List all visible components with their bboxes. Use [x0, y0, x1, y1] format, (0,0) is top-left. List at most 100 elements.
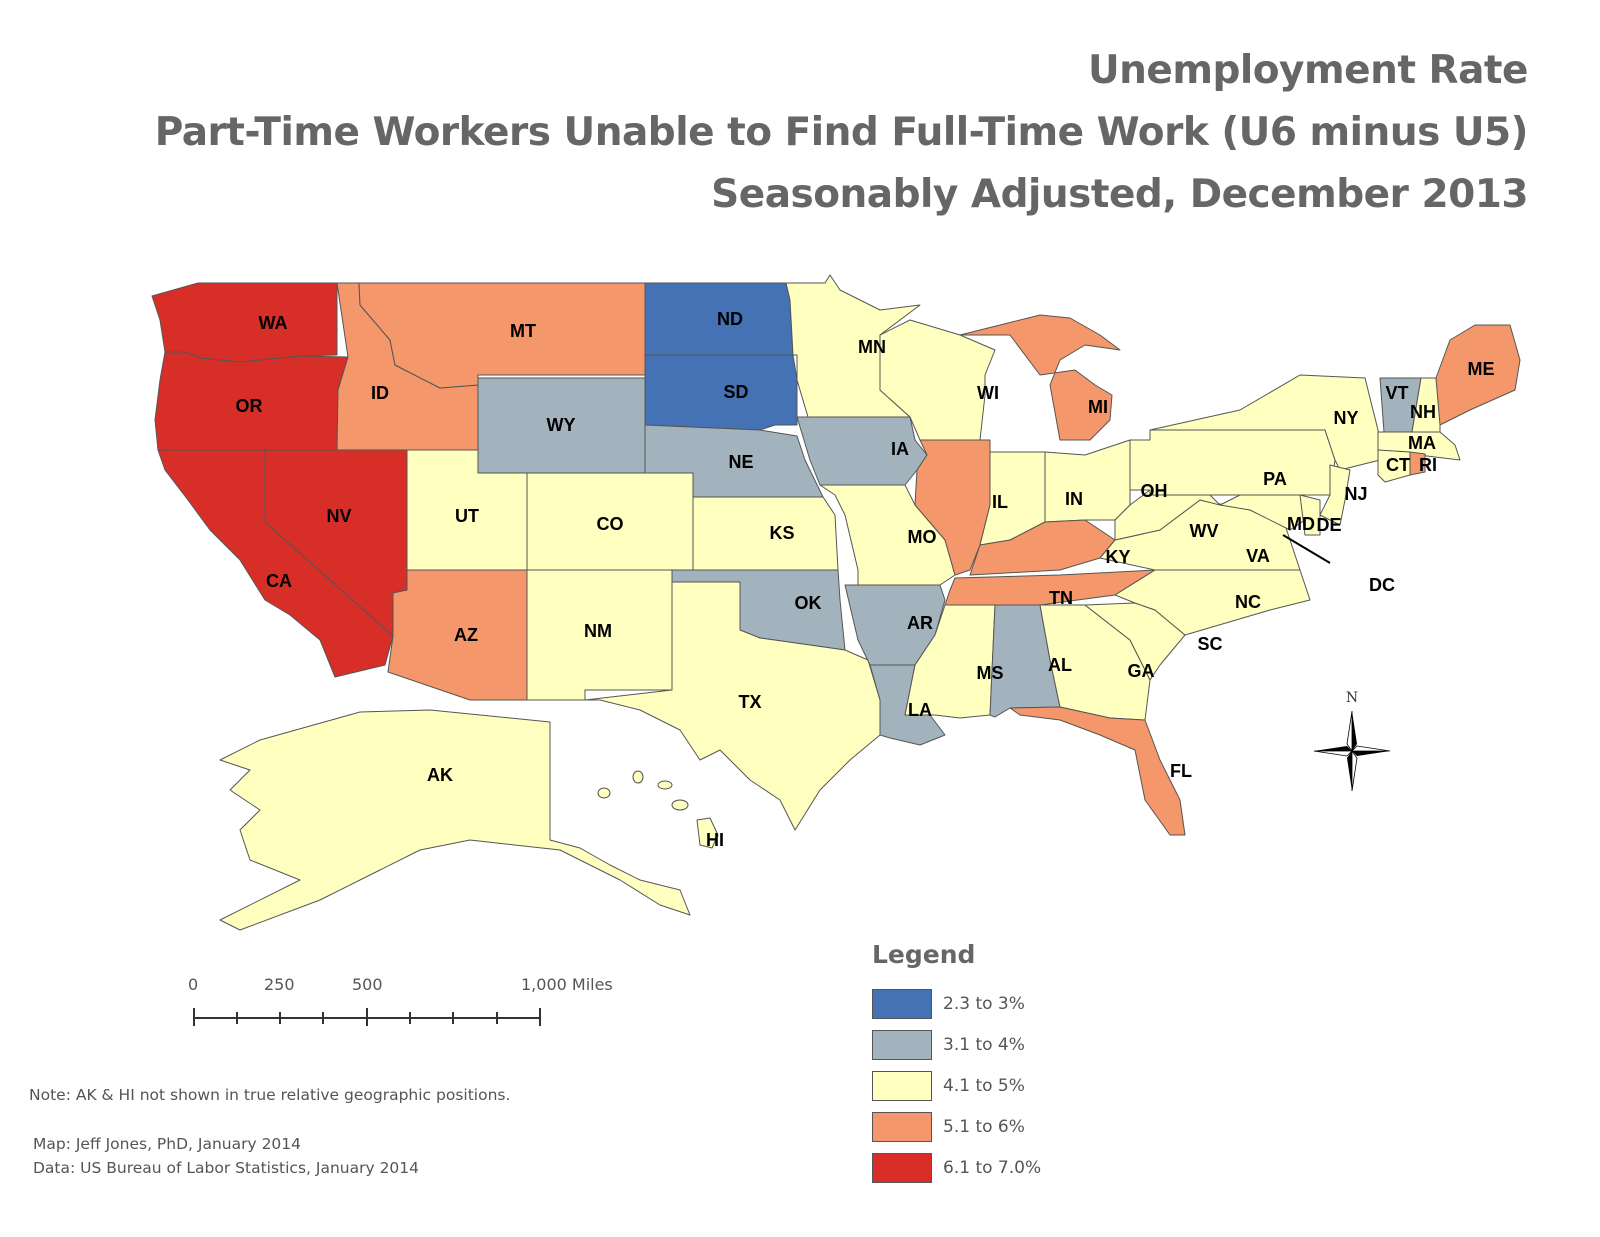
state-WI: [879, 319, 996, 441]
legend-item: 5.1 to 6%: [872, 1106, 1041, 1147]
hawaii-island: [657, 780, 673, 790]
label-KY: KY: [1105, 547, 1130, 567]
legend-swatch-4-5: [872, 1070, 932, 1101]
label-IN: IN: [1065, 489, 1083, 509]
scale-tick-0: 0: [188, 975, 199, 994]
label-AL: AL: [1048, 655, 1072, 675]
state-WA: [151, 282, 338, 363]
label-OK: OK: [795, 593, 822, 613]
label-CO: CO: [597, 514, 624, 534]
legend-swatch-5-6: [872, 1111, 932, 1142]
compass-star-icon: [1313, 710, 1391, 792]
state-MI: [959, 314, 1121, 441]
label-NV: NV: [326, 506, 351, 526]
label-NM: NM: [584, 621, 612, 641]
scale-bar: [193, 1008, 541, 1026]
legend-swatch-6-7: [872, 1152, 932, 1183]
label-FL: FL: [1170, 761, 1192, 781]
label-OH: OH: [1141, 481, 1168, 501]
label-CT: CT: [1386, 455, 1410, 475]
north-arrow-icon: N: [1312, 690, 1392, 801]
label-PA: PA: [1263, 469, 1287, 489]
scale-tick-500: 500: [352, 975, 383, 994]
map-credit: Map: Jeff Jones, PhD, January 2014: [33, 1135, 302, 1153]
label-ID: ID: [371, 383, 389, 403]
label-ME: ME: [1468, 359, 1495, 379]
legend-label: 6.1 to 7.0%: [943, 1157, 1042, 1178]
label-OR: OR: [236, 396, 263, 416]
label-VA: VA: [1246, 546, 1270, 566]
label-WY: WY: [547, 415, 576, 435]
label-MN: MN: [858, 337, 886, 357]
label-AK: AK: [427, 765, 453, 785]
hawaii-island: [671, 799, 689, 811]
map-title-block: Unemployment Rate Part-Time Workers Unab…: [154, 40, 1529, 226]
label-SD: SD: [723, 382, 748, 402]
state-ME: [1435, 324, 1521, 426]
state-NJ: [1319, 464, 1351, 526]
legend-item: 6.1 to 7.0%: [872, 1147, 1041, 1188]
state-NH: [1411, 377, 1441, 433]
label-SC: SC: [1197, 634, 1222, 654]
state-AK: [219, 709, 691, 931]
legend-swatch-3-4: [872, 1029, 932, 1060]
label-VT: VT: [1385, 383, 1408, 403]
title-line-2: Part-Time Workers Unable to Find Full-Ti…: [154, 110, 1529, 155]
label-NE: NE: [728, 452, 753, 472]
state-DE: [1299, 494, 1321, 536]
label-RI: RI: [1419, 455, 1437, 475]
label-WA: WA: [259, 313, 288, 333]
label-MI: MI: [1088, 397, 1108, 417]
state-CT: [1377, 449, 1411, 483]
state-labels: WA OR CA NV ID MT WY UT CO AZ NM ND SD N…: [236, 309, 1495, 850]
label-AR: AR: [907, 613, 933, 633]
label-MT: MT: [510, 321, 536, 341]
label-IA: IA: [891, 439, 909, 459]
legend-label: 2.3 to 3%: [943, 993, 1025, 1014]
legend-label: 3.1 to 4%: [943, 1034, 1025, 1055]
state-TX: [584, 581, 881, 831]
state-SD: [644, 354, 798, 431]
label-UT: UT: [455, 506, 479, 526]
state-OH: [1044, 439, 1131, 523]
label-LA: LA: [908, 700, 932, 720]
state-RI: [1409, 451, 1426, 476]
title-line-3: Seasonably Adjusted, December 2013: [711, 172, 1528, 217]
hawaii-island: [597, 787, 611, 799]
label-ND: ND: [717, 309, 743, 329]
label-WV: WV: [1190, 521, 1219, 541]
label-NC: NC: [1235, 592, 1261, 612]
label-TN: TN: [1049, 588, 1073, 608]
legend-item: 3.1 to 4%: [872, 1024, 1041, 1065]
hawaii-island: [632, 770, 644, 784]
label-MS: MS: [977, 663, 1004, 683]
label-NY: NY: [1333, 408, 1358, 428]
label-MO: MO: [908, 527, 937, 547]
legend-label: 4.1 to 5%: [943, 1075, 1025, 1096]
data-credit: Data: US Bureau of Labor Statistics, Jan…: [33, 1159, 420, 1177]
state-TN: [944, 569, 1156, 606]
label-NH: NH: [1410, 402, 1436, 422]
geography-note: Note: AK & HI not shown in true relative…: [29, 1086, 511, 1104]
label-IL: IL: [992, 492, 1008, 512]
label-DC: DC: [1369, 575, 1395, 595]
legend-item: 2.3 to 3%: [872, 983, 1041, 1024]
label-HI: HI: [706, 830, 724, 850]
label-GA: GA: [1128, 661, 1155, 681]
legend: Legend 2.3 to 3% 3.1 to 4% 4.1 to 5% 5.1…: [872, 940, 1041, 1188]
scale-tick-250: 250: [264, 975, 295, 994]
scale-tick-1000: 1,000 Miles: [521, 975, 613, 994]
state-MA: [1377, 431, 1461, 461]
label-TX: TX: [738, 692, 761, 712]
state-FL: [1009, 706, 1186, 836]
label-KS: KS: [769, 523, 794, 543]
compass-north-label: N: [1345, 690, 1359, 706]
dc-leader-line: [1282, 534, 1331, 564]
label-NJ: NJ: [1344, 484, 1367, 504]
legend-swatch-2-3: [872, 988, 932, 1019]
title-line-1: Unemployment Rate: [1087, 48, 1529, 93]
legend-item: 4.1 to 5%: [872, 1065, 1041, 1106]
label-AZ: AZ: [454, 625, 478, 645]
label-MA: MA: [1408, 433, 1436, 453]
